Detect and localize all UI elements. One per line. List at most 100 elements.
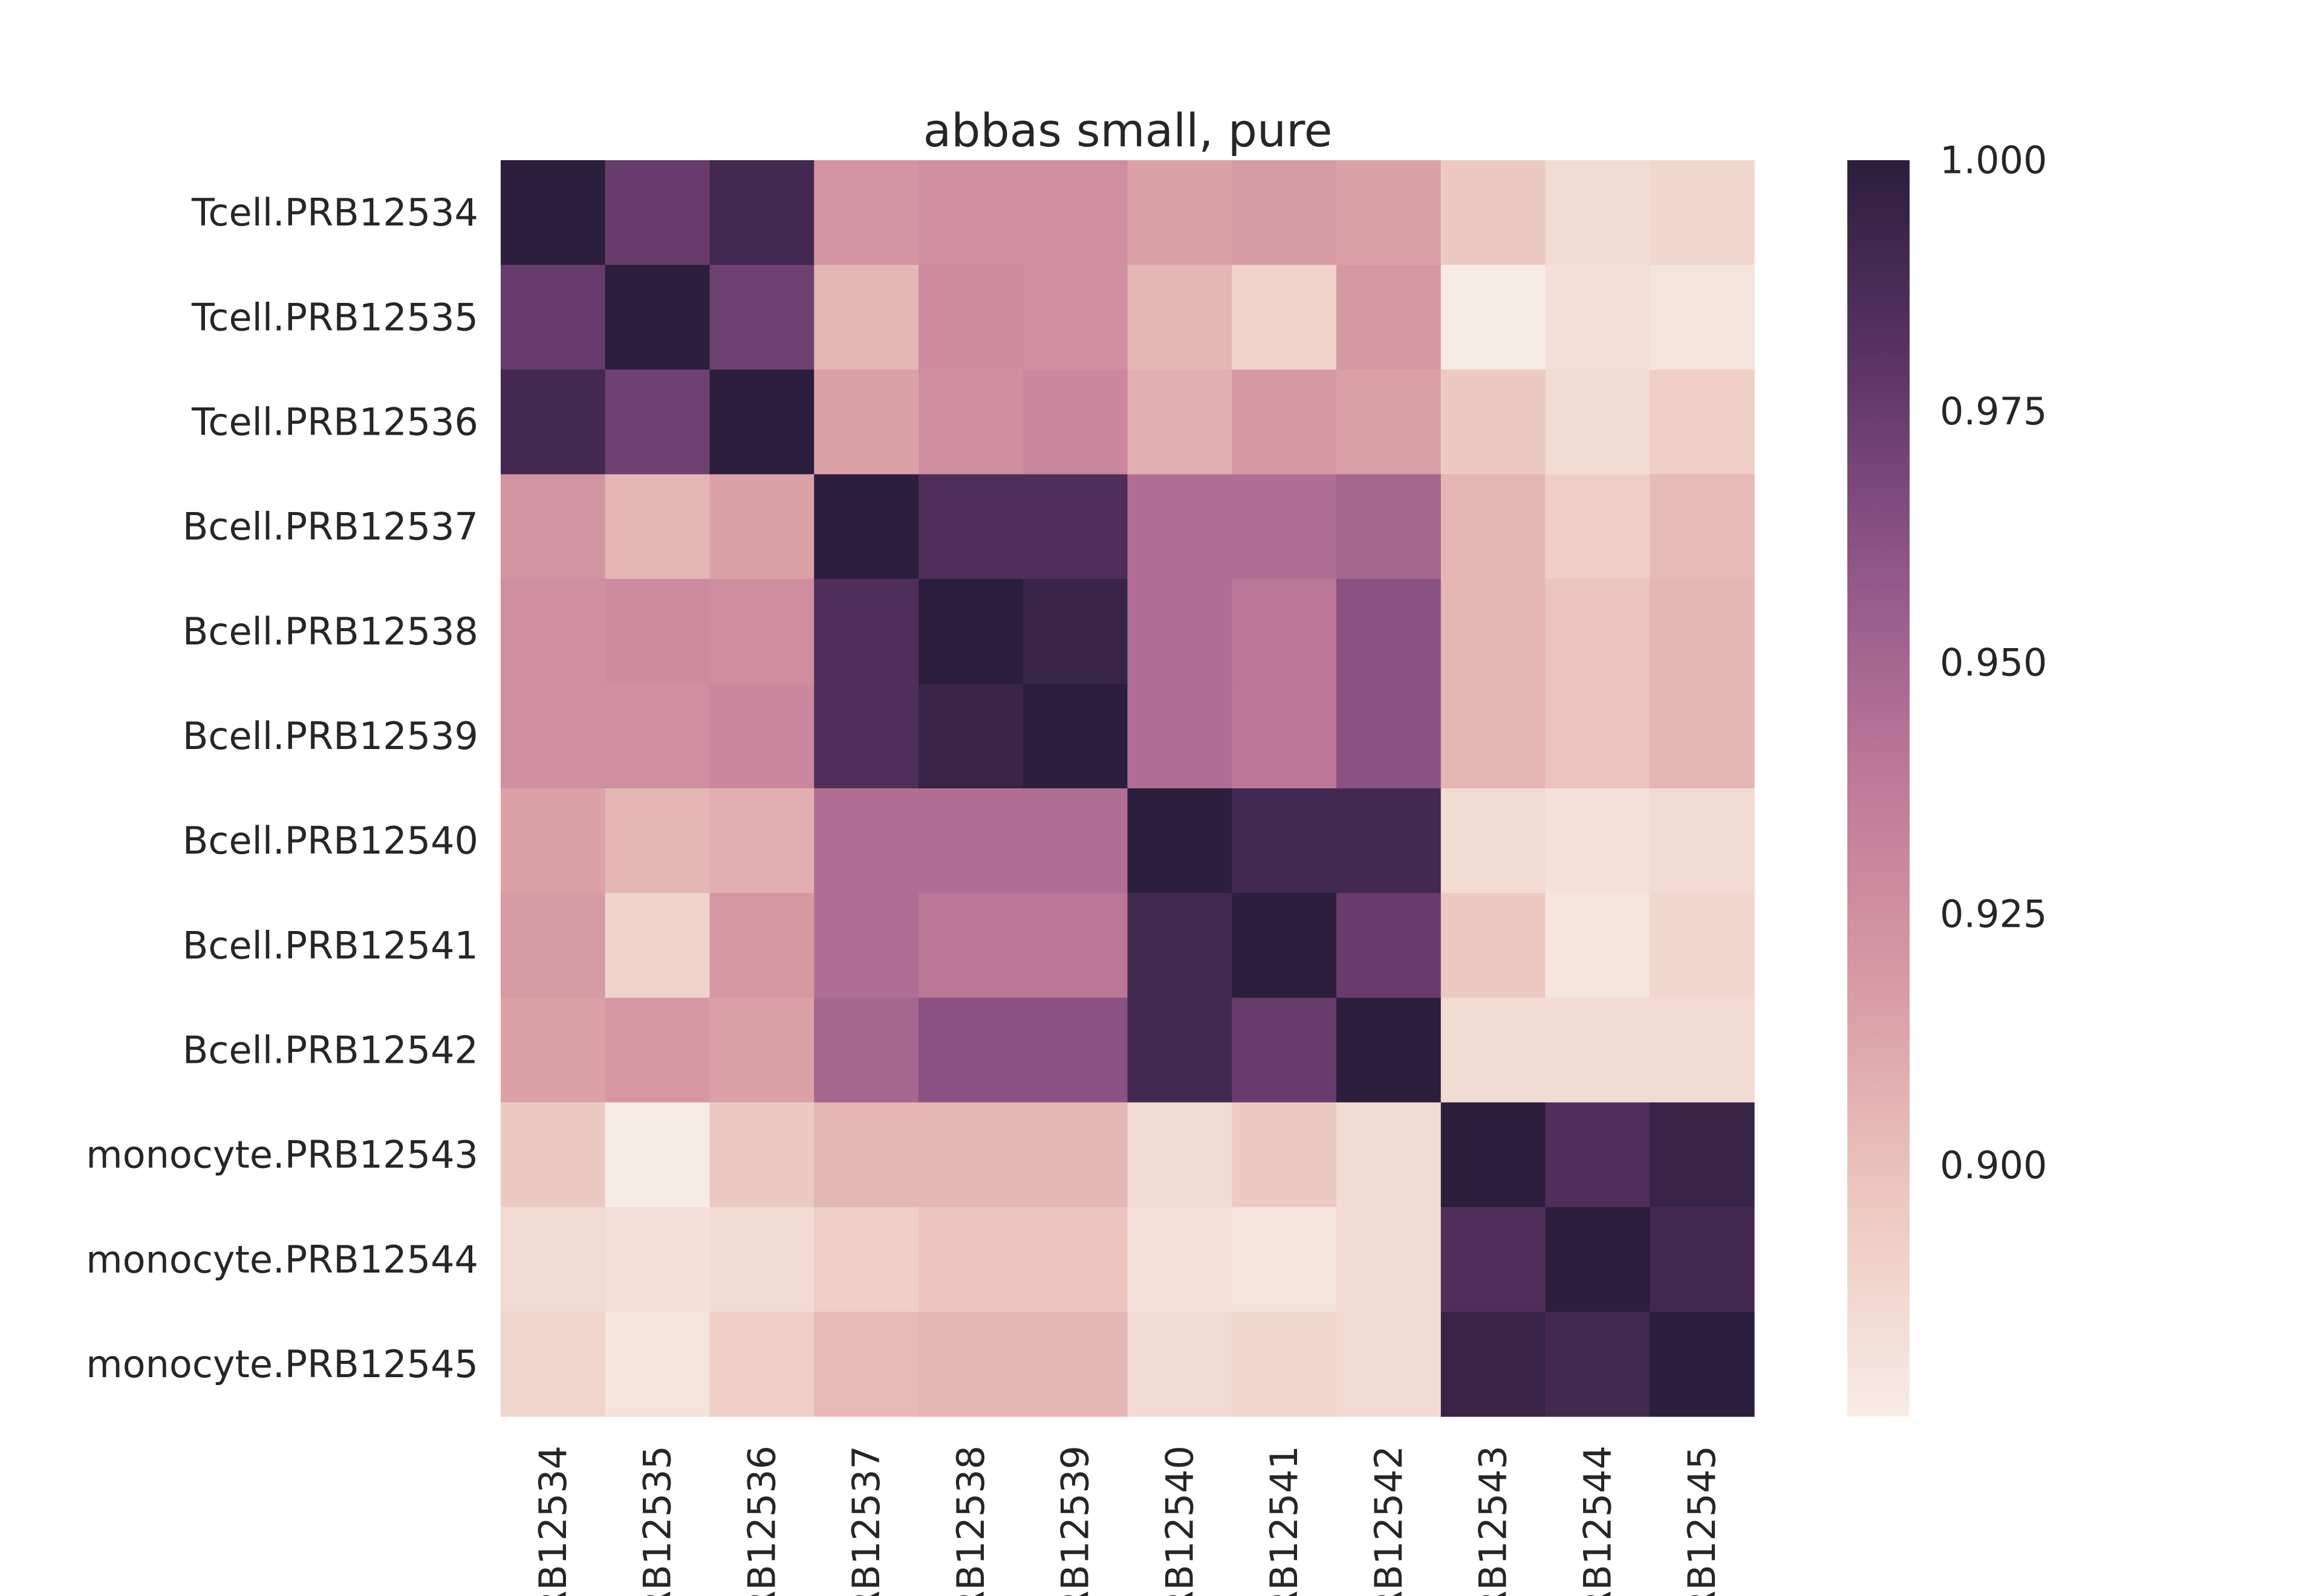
heatmap-cell	[501, 788, 606, 894]
heatmap-cell	[1023, 1102, 1128, 1208]
heatmap-cell	[1023, 997, 1128, 1103]
heatmap-cell	[501, 1207, 606, 1312]
heatmap-cell	[1440, 1311, 1546, 1417]
heatmap-cell	[709, 579, 815, 684]
heatmap-cell	[1650, 1311, 1755, 1417]
heatmap-cell	[709, 997, 815, 1103]
heatmap-cell	[919, 160, 1024, 265]
heatmap-cell	[1650, 160, 1755, 265]
column-label: RB12542	[1367, 1445, 1411, 1596]
heatmap-cell	[709, 369, 815, 475]
heatmap-cell	[1545, 683, 1650, 789]
heatmap-cell	[1440, 788, 1546, 894]
heatmap-cell	[919, 579, 1024, 684]
heatmap-cell	[1545, 265, 1650, 370]
heatmap-cell	[1023, 474, 1128, 580]
heatmap-cell	[501, 1311, 606, 1417]
heatmap-cell	[1336, 1311, 1442, 1417]
heatmap-cell	[1545, 1102, 1650, 1208]
heatmap-cell	[814, 788, 919, 894]
heatmap-cell	[1127, 788, 1232, 894]
row-label: Bcell.PRB12537	[183, 505, 478, 549]
heatmap-cell	[1650, 369, 1755, 475]
heatmap-cell	[1440, 893, 1546, 998]
heatmap-cell	[1232, 683, 1337, 789]
colorbar-tick-label: 0.900	[1940, 1143, 2047, 1187]
heatmap-cell	[1127, 265, 1232, 370]
heatmap-cell	[1545, 579, 1650, 684]
heatmap-cell	[709, 788, 815, 894]
column-label: RB12539	[1053, 1445, 1098, 1596]
heatmap-cell	[1232, 788, 1337, 894]
column-label: RB12543	[1471, 1445, 1515, 1596]
heatmap-cell	[1336, 265, 1442, 370]
heatmap-cell	[1336, 160, 1442, 265]
heatmap-cell	[1232, 997, 1337, 1103]
heatmap-cell	[501, 997, 606, 1103]
heatmap-cell	[709, 474, 815, 580]
heatmap-cell	[1023, 160, 1128, 265]
column-label: RB12538	[949, 1445, 993, 1596]
heatmap-cell	[1127, 893, 1232, 998]
heatmap-cell	[501, 1102, 606, 1208]
heatmap-cell	[1650, 1207, 1755, 1312]
heatmap-cell	[1650, 474, 1755, 580]
heatmap-cell	[1650, 579, 1755, 684]
heatmap-cell	[1023, 893, 1128, 998]
row-label: Tcell.PRB12534	[191, 190, 478, 235]
row-label: Bcell.PRB12542	[183, 1028, 478, 1072]
heatmap-cell	[1232, 265, 1337, 370]
heatmap-cell	[1127, 160, 1232, 265]
heatmap-cell	[1545, 474, 1650, 580]
heatmap-cell	[814, 997, 919, 1103]
column-label: RB12534	[531, 1445, 575, 1596]
heatmap-cell	[1336, 474, 1442, 580]
heatmap-cell	[501, 893, 606, 998]
heatmap-cell	[919, 683, 1024, 789]
colorbar-tick-label: 0.925	[1940, 892, 2047, 936]
heatmap-cell	[501, 160, 606, 265]
heatmap-cell	[814, 160, 919, 265]
heatmap-cell	[814, 1311, 919, 1417]
heatmap-cell	[605, 369, 711, 475]
heatmap-cell	[605, 997, 711, 1103]
heatmap-cell	[1127, 1102, 1232, 1208]
heatmap-cell	[814, 1207, 919, 1312]
heatmap-cell	[501, 579, 606, 684]
heatmap-cell	[1545, 788, 1650, 894]
colorbar	[1847, 160, 1910, 1416]
column-labels: RB12534 RB12535 RB12536 RB12537 RB12538 RB125…	[531, 1445, 1724, 1596]
heatmap-cell	[814, 265, 919, 370]
heatmap-cell	[919, 474, 1024, 580]
colorbar-tick-label: 0.975	[1940, 389, 2047, 433]
column-label: RB12536	[740, 1445, 784, 1596]
heatmap-cell	[1232, 1102, 1337, 1208]
heatmap-cell	[1440, 997, 1546, 1103]
heatmap-cell	[605, 474, 711, 580]
heatmap-cell	[919, 1102, 1024, 1208]
heatmap-cell	[1650, 1102, 1755, 1208]
heatmap-cell	[1127, 474, 1232, 580]
heatmap-cell	[605, 1102, 711, 1208]
heatmap-cell	[1232, 579, 1337, 684]
heatmap-cell	[1440, 265, 1546, 370]
heatmap-cell	[814, 1102, 919, 1208]
row-label: monocyte.PRB12543	[86, 1133, 478, 1177]
heatmap-cell	[709, 893, 815, 998]
heatmap-cell	[1650, 265, 1755, 370]
heatmap-cell	[1440, 474, 1546, 580]
heatmap-cell	[1023, 683, 1128, 789]
column-label: RB12537	[844, 1445, 888, 1596]
heatmap-cell	[1650, 997, 1755, 1103]
heatmap-cell	[605, 579, 711, 684]
column-label: RB12535	[636, 1445, 680, 1596]
column-label: RB12544	[1575, 1445, 1619, 1596]
heatmap-cell	[1232, 1311, 1337, 1417]
column-label: RB12545	[1680, 1445, 1724, 1596]
heatmap-cell	[709, 1311, 815, 1417]
heatmap-cell	[1336, 1102, 1442, 1208]
heatmap-cell	[709, 265, 815, 370]
heatmap-cell	[919, 997, 1024, 1103]
heatmap-cell	[814, 474, 919, 580]
row-label: monocyte.PRB12545	[86, 1342, 478, 1386]
